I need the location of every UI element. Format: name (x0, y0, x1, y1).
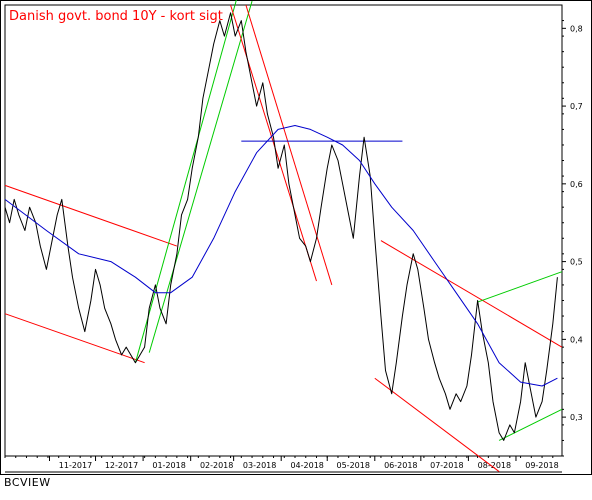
x-tick-label: 11-2017 (59, 461, 92, 470)
trend-line (380, 240, 563, 348)
x-tick-label: 02-2018 (200, 461, 233, 470)
trend-line (374, 377, 500, 472)
x-tick-label: 01-2018 (152, 461, 185, 470)
trend-line (245, 4, 333, 286)
trend-line (230, 4, 317, 282)
y-tick-label: 0,3 (570, 413, 583, 422)
trend-line (148, 0, 253, 353)
trend-line (4, 313, 145, 364)
plot-frame (4, 4, 563, 457)
y-tick-label: 0,7 (570, 102, 583, 111)
yield-series-line (4, 12, 558, 441)
y-tick-label: 0,6 (570, 180, 583, 189)
brand-label: BCVIEW (4, 476, 51, 489)
y-tick-label: 0,8 (570, 24, 583, 33)
y-tick-label: 0,4 (570, 335, 583, 344)
trend-line (134, 0, 237, 363)
chart-title: Danish govt. bond 10Y - kort sigt (9, 9, 223, 24)
moving-average-line (4, 125, 558, 387)
x-tick-label: 08-2018 (478, 461, 511, 470)
x-tick-label: 03-2018 (243, 461, 276, 470)
trend-line (498, 408, 563, 441)
trend-line (477, 271, 563, 303)
x-tick-label: 12-2017 (105, 461, 138, 470)
x-tick-label: 07-2018 (430, 461, 463, 470)
x-tick-label: 06-2018 (384, 461, 417, 470)
y-tick-label: 0,5 (570, 258, 583, 267)
outer-border (0, 0, 592, 475)
x-tick-label: 05-2018 (337, 461, 370, 470)
x-tick-label: 04-2018 (290, 461, 323, 470)
x-tick-label: 09-2018 (525, 461, 558, 470)
trend-line (4, 184, 178, 247)
